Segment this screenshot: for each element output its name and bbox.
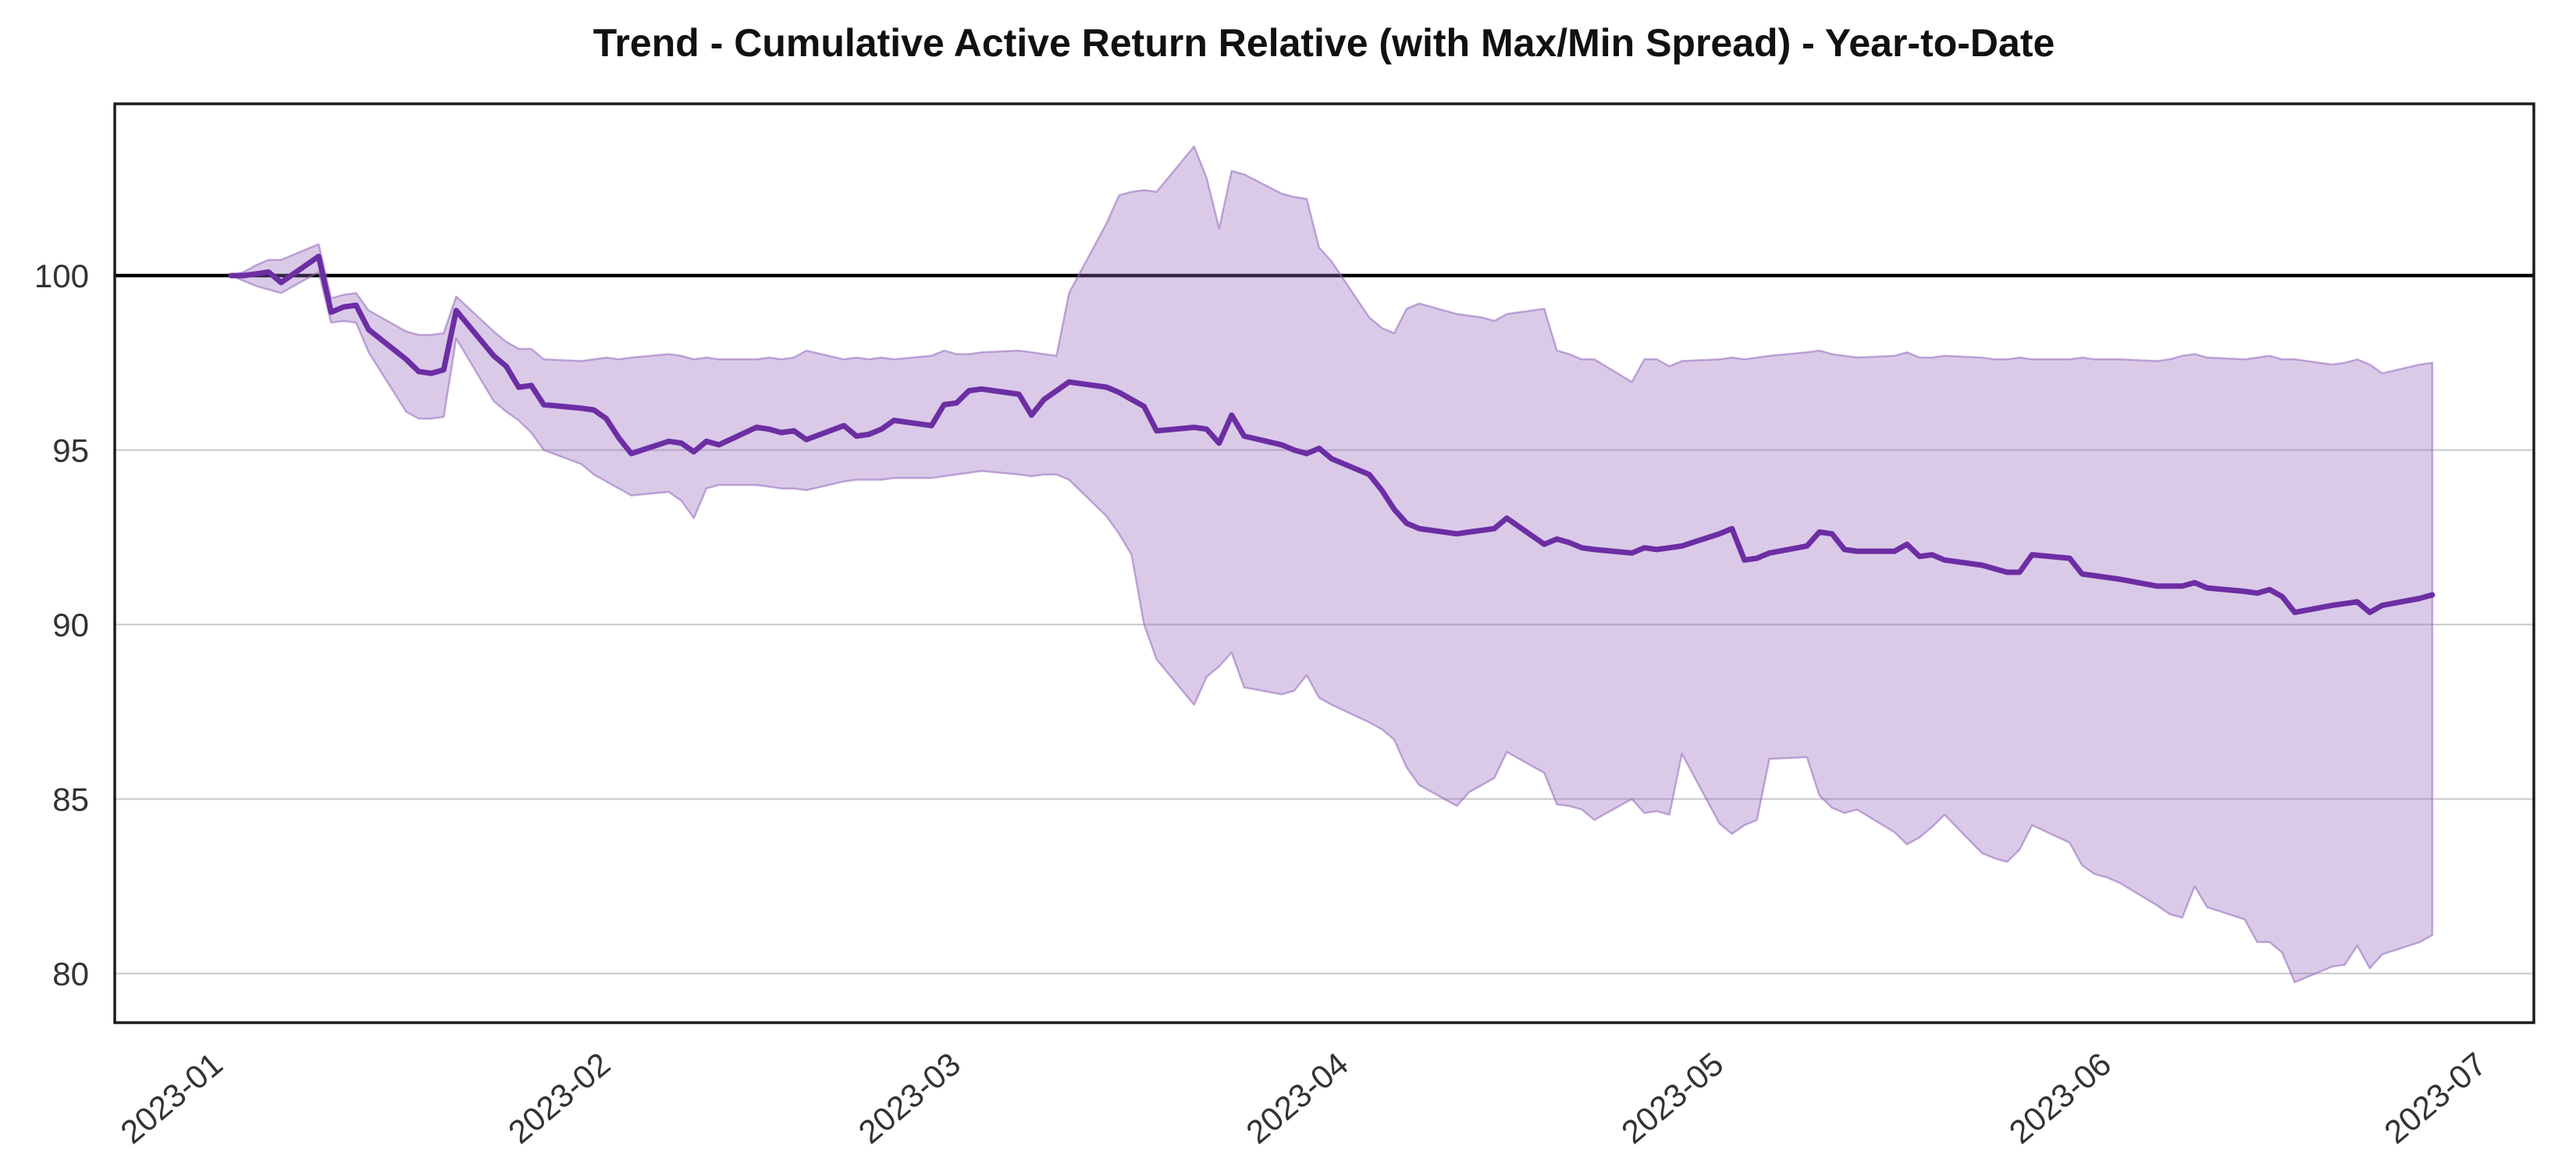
mean-line [228, 253, 2435, 615]
spread-band [229, 145, 2434, 984]
y-tick-label: 80 [52, 956, 89, 992]
chart-title: Trend - Cumulative Active Return Relativ… [592, 21, 2055, 65]
x-tick-label: 2023-06 [2002, 1045, 2118, 1151]
plot-border [113, 102, 2535, 1024]
x-tick-label: 2023-05 [1614, 1045, 1730, 1151]
y-tick-label: 90 [52, 607, 89, 643]
x-tick-label: 2023-01 [113, 1045, 229, 1151]
x-tick-label: 2023-07 [2377, 1045, 2492, 1151]
y-tick-label: 95 [52, 432, 89, 469]
x-tick-label: 2023-03 [852, 1045, 967, 1151]
x-tick-label: 2023-02 [501, 1045, 617, 1151]
y-tick-label: 100 [34, 258, 89, 294]
y-tick-label: 85 [52, 781, 89, 818]
x-tick-label: 2023-04 [1239, 1045, 1354, 1151]
